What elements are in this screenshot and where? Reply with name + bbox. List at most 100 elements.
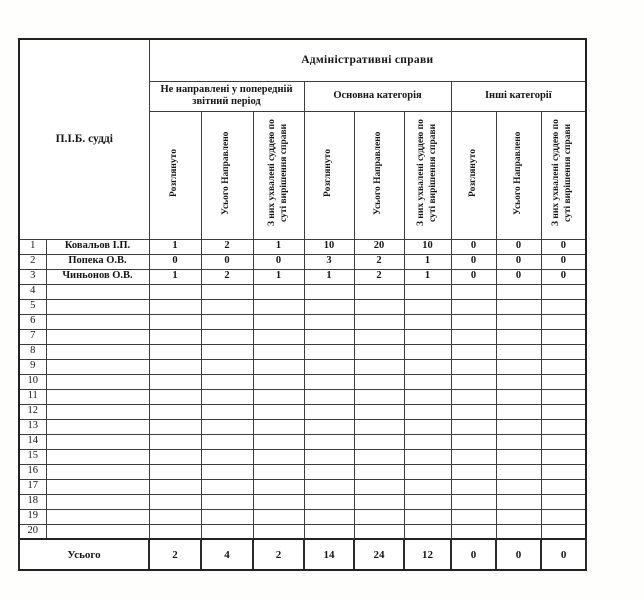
value-cell bbox=[403, 463, 452, 480]
table-row: 2 Попека О.В. 0 0 0 3 2 1 0 0 0 bbox=[18, 253, 587, 270]
value-cell bbox=[303, 358, 355, 375]
value-cell bbox=[252, 403, 305, 420]
judge-name bbox=[45, 448, 150, 465]
total-value-cell: 2 bbox=[148, 538, 202, 571]
value-cell bbox=[353, 463, 405, 480]
judge-name: Чиньонов О.В. bbox=[45, 268, 150, 285]
value-cell bbox=[252, 343, 305, 360]
value-cell bbox=[303, 418, 355, 435]
value-cell bbox=[148, 448, 202, 465]
value-cell bbox=[200, 298, 254, 315]
value-cell bbox=[403, 418, 452, 435]
judge-name bbox=[45, 478, 150, 495]
table-row: 11 bbox=[18, 388, 587, 405]
row-number: 11 bbox=[18, 388, 47, 405]
table-row: 1 Ковальов І.П. 1 2 1 10 20 10 0 0 0 bbox=[18, 238, 587, 255]
value-cell bbox=[252, 478, 305, 495]
value-cell bbox=[303, 478, 355, 495]
value-cell bbox=[403, 358, 452, 375]
judge-name bbox=[45, 403, 150, 420]
value-cell bbox=[200, 478, 254, 495]
row-number: 19 bbox=[18, 508, 47, 525]
value-cell bbox=[353, 313, 405, 330]
corner-header-judge-name: П.І.Б. судді bbox=[18, 38, 150, 240]
value-cell bbox=[200, 523, 254, 540]
value-cell: 0 bbox=[495, 253, 542, 270]
value-cell bbox=[353, 508, 405, 525]
value-cell: 1 bbox=[403, 253, 452, 270]
value-cell bbox=[200, 463, 254, 480]
subheader-considered-2: Розглянуто bbox=[303, 110, 355, 240]
table-row: 6 bbox=[18, 313, 587, 330]
judge-name bbox=[45, 283, 150, 300]
value-cell: 0 bbox=[450, 268, 497, 285]
value-cell bbox=[252, 448, 305, 465]
value-cell: 10 bbox=[403, 238, 452, 255]
judge-name bbox=[45, 463, 150, 480]
value-cell: 0 bbox=[450, 238, 497, 255]
value-cell: 0 bbox=[495, 238, 542, 255]
value-cell bbox=[200, 283, 254, 300]
value-cell bbox=[403, 523, 452, 540]
value-cell bbox=[403, 388, 452, 405]
value-cell bbox=[353, 478, 405, 495]
value-cell bbox=[148, 478, 202, 495]
row-number: 16 bbox=[18, 463, 47, 480]
row-number: 20 bbox=[18, 523, 47, 540]
value-cell bbox=[495, 448, 542, 465]
total-value-cell: 24 bbox=[353, 538, 405, 571]
value-cell bbox=[353, 523, 405, 540]
value-cell bbox=[353, 328, 405, 345]
judge-name: Ковальов І.П. bbox=[45, 238, 150, 255]
judge-name bbox=[45, 508, 150, 525]
value-cell bbox=[303, 328, 355, 345]
value-cell: 2 bbox=[353, 253, 405, 270]
value-cell: 0 bbox=[540, 253, 587, 270]
value-cell bbox=[353, 388, 405, 405]
value-cell bbox=[403, 448, 452, 465]
row-number: 9 bbox=[18, 358, 47, 375]
value-cell bbox=[495, 328, 542, 345]
table-row: 9 bbox=[18, 358, 587, 375]
value-cell bbox=[450, 388, 497, 405]
value-cell bbox=[450, 358, 497, 375]
value-cell bbox=[540, 313, 587, 330]
value-cell bbox=[200, 403, 254, 420]
subheader-total-sent-1: Усього Направлено bbox=[200, 110, 254, 240]
judge-name bbox=[45, 298, 150, 315]
value-cell bbox=[200, 313, 254, 330]
value-cell bbox=[252, 388, 305, 405]
row-number: 7 bbox=[18, 328, 47, 345]
value-cell bbox=[148, 298, 202, 315]
value-cell bbox=[495, 523, 542, 540]
judge-name bbox=[45, 328, 150, 345]
judge-name bbox=[45, 418, 150, 435]
subheader-total-sent-3: Усього Направлено bbox=[495, 110, 542, 240]
value-cell bbox=[303, 313, 355, 330]
value-cell bbox=[450, 463, 497, 480]
value-cell bbox=[200, 418, 254, 435]
subheader-decided-on-merits-1: З них ухвалені суддею по суті вирішення … bbox=[252, 110, 305, 240]
header-row-groups: Не направлені у попередній звітний періо… bbox=[19, 80, 587, 112]
row-number: 13 bbox=[18, 418, 47, 435]
value-cell bbox=[495, 493, 542, 510]
row-number: 15 bbox=[18, 448, 47, 465]
value-cell bbox=[540, 478, 587, 495]
value-cell bbox=[450, 373, 497, 390]
value-cell: 0 bbox=[252, 253, 305, 270]
judge-name bbox=[45, 493, 150, 510]
value-cell bbox=[353, 298, 405, 315]
value-cell bbox=[148, 403, 202, 420]
value-cell bbox=[450, 418, 497, 435]
value-cell bbox=[450, 478, 497, 495]
table-row: 5 bbox=[18, 298, 587, 315]
value-cell bbox=[403, 373, 452, 390]
table-row: 17 bbox=[18, 478, 587, 495]
value-cell bbox=[403, 343, 452, 360]
row-number: 14 bbox=[18, 433, 47, 450]
subheader-total-sent-2: Усього Направлено bbox=[353, 110, 405, 240]
value-cell bbox=[353, 433, 405, 450]
value-cell bbox=[495, 418, 542, 435]
value-cell bbox=[148, 508, 202, 525]
value-cell bbox=[252, 283, 305, 300]
